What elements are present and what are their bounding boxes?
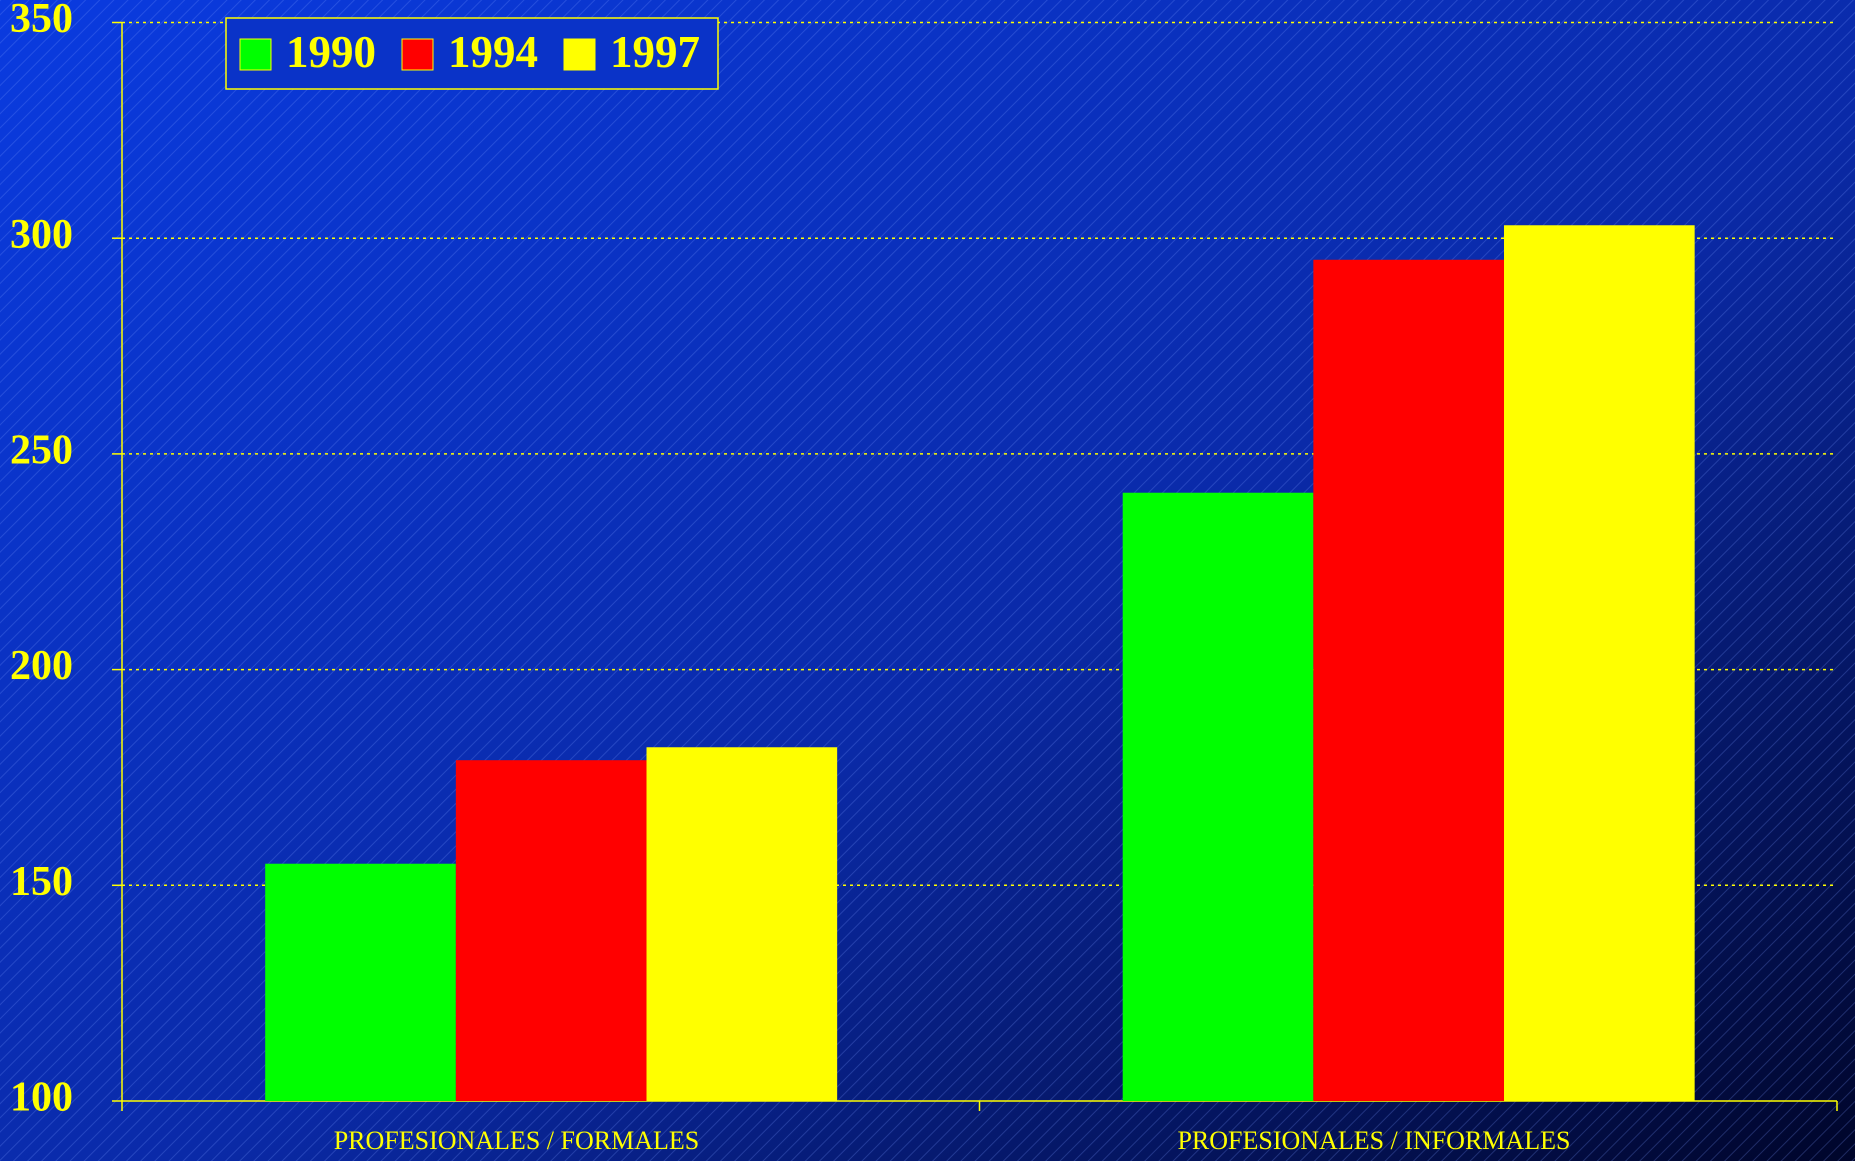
legend-swatch: [563, 38, 596, 71]
y-tick-label: 100: [10, 1075, 73, 1121]
x-tick-label: PROFESIONALES / FORMALES: [334, 1126, 700, 1155]
bar: [646, 747, 838, 1101]
bar: [265, 863, 456, 1101]
y-tick-label: 150: [10, 859, 73, 905]
bar: [1313, 259, 1505, 1101]
legend-box: [225, 17, 719, 90]
legend-label: 1994: [448, 27, 538, 77]
y-tick-label: 350: [10, 0, 73, 42]
legend-label: 1990: [286, 27, 376, 77]
legend-label: 1997: [610, 27, 700, 77]
x-tick-label: PROFESIONALES / INFORMALES: [1177, 1126, 1570, 1155]
legend-swatch: [239, 38, 272, 71]
legend-swatch: [401, 38, 434, 71]
y-tick-label: 250: [10, 428, 73, 474]
bar: [455, 760, 647, 1101]
bar: [1504, 225, 1695, 1101]
y-tick-label: 300: [10, 212, 73, 258]
bar: [1122, 492, 1314, 1101]
y-tick-label: 200: [10, 643, 73, 689]
